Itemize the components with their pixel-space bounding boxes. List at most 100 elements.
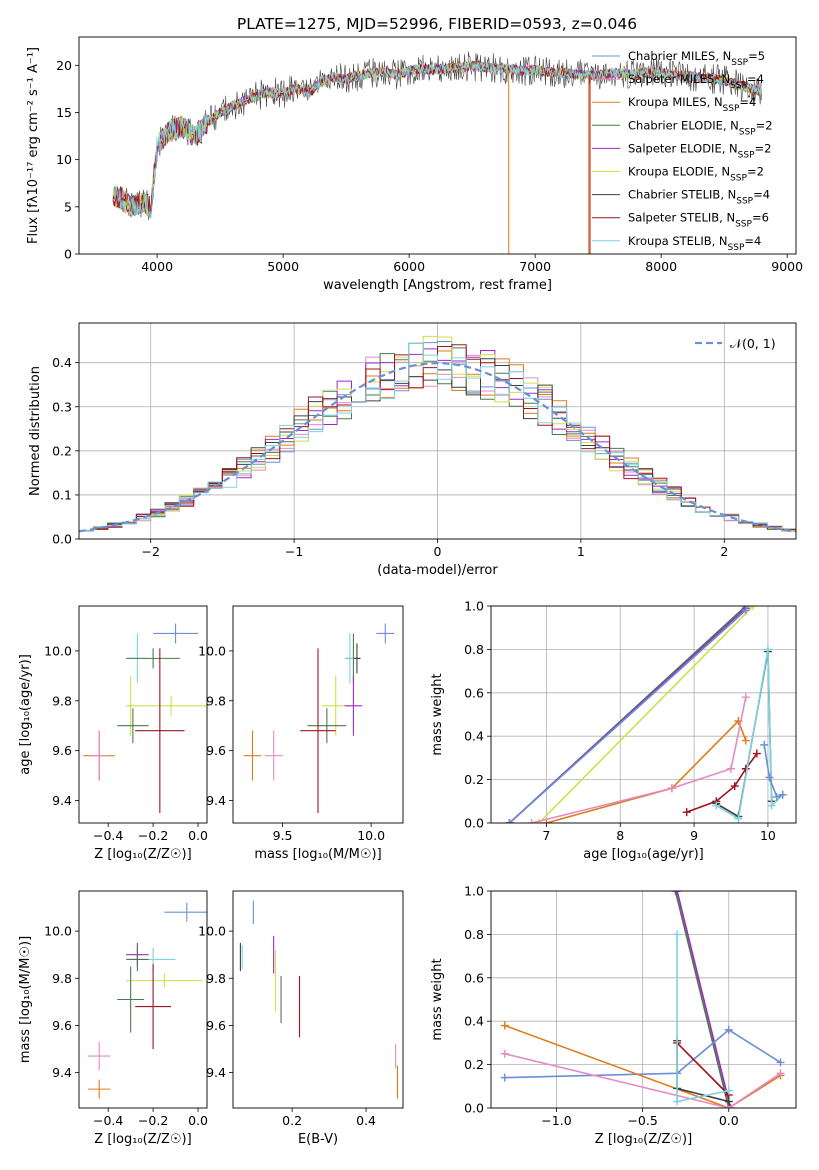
x-tick-label: 0.0 xyxy=(188,828,208,843)
x-tick-label: 0 xyxy=(434,544,442,559)
y-tick-label: 0.2 xyxy=(464,1057,484,1072)
panel-weight-vs-Z: −1.0 −0.5 0.0 0.0 0.2 0.4 0.6 0.8 1.0 Z [log₁₀(Z/… xyxy=(430,884,797,1147)
panel-mass-vs-Z: −0.4 −0.2 0.0 9.4 9.6 9.8 10.0 Z [log₁₀(Z/Z☉)] m… xyxy=(18,890,208,1147)
x-axis-label: (data-model)/error xyxy=(377,563,498,578)
x-tick-label: −2 xyxy=(141,544,159,559)
y-tick-label: 10.0 xyxy=(44,924,72,939)
x-tick-label: 0.0 xyxy=(719,1113,739,1128)
y-tick-label: 0.8 xyxy=(464,642,484,657)
legend-entry: Chabrier ELODIE, NSSP=2 xyxy=(628,118,773,137)
x-tick-label: 7000 xyxy=(519,259,551,274)
x-tick-label: −1.0 xyxy=(541,1113,571,1128)
weight-point-marker xyxy=(527,819,536,823)
x-tick-label: 2 xyxy=(720,544,728,559)
y-tick-label: 0.4 xyxy=(52,355,72,370)
x-axis-label: Z [log₁₀(Z/Z☉)] xyxy=(595,1132,692,1147)
y-tick-label: 0.4 xyxy=(464,729,484,744)
legend-entry: Salpeter STELIB, NSSP=6 xyxy=(628,211,769,230)
plot-area-age-vs-Z xyxy=(83,623,207,814)
x-axis-label: age [log₁₀(age/yr)] xyxy=(583,847,704,862)
axes-frame xyxy=(78,605,208,824)
axes-frame xyxy=(490,605,797,824)
weight-point-marker xyxy=(765,773,774,782)
weight-point-marker xyxy=(734,814,743,823)
weight-point-marker xyxy=(724,1086,733,1095)
weight-point-marker xyxy=(671,891,680,895)
weight-point-marker xyxy=(505,819,514,823)
plot-area-spectrum xyxy=(112,51,763,254)
x-tick-label: 9 xyxy=(690,828,698,843)
weight-series-line xyxy=(538,606,754,823)
x-tick-label: 5000 xyxy=(267,259,299,274)
x-tick-label: 0.2 xyxy=(282,1113,302,1128)
plot-area-age-vs-mass xyxy=(243,623,395,814)
weight-point-marker xyxy=(673,930,682,939)
y-tick-label: 0.0 xyxy=(464,816,484,831)
legend-entry: Kroupa ELODIE, NSSP=2 xyxy=(628,165,764,184)
x-axis-label: Z [log₁₀(Z/Z☉)] xyxy=(94,1132,191,1147)
weight-point-marker xyxy=(741,736,750,745)
weight-point-marker xyxy=(673,891,682,895)
axes-frame xyxy=(78,322,797,540)
y-tick-label: 10.0 xyxy=(198,643,226,658)
y-tick-label: 9.4 xyxy=(206,1065,226,1080)
legend-entry: Kroupa STELIB, NSSP=4 xyxy=(628,234,761,253)
weight-point-marker xyxy=(535,819,544,823)
weight-series-line xyxy=(676,1042,730,1096)
x-tick-label: 10 xyxy=(760,828,776,843)
legend-entry: 𝒩(0, 1) xyxy=(730,336,776,351)
x-axis-label: Z [log₁₀(Z/Z☉)] xyxy=(94,847,191,862)
weight-point-marker xyxy=(776,1058,785,1067)
x-tick-label: 9.5 xyxy=(273,828,293,843)
y-axis-label: mass [log₁₀(M/M☉)] xyxy=(18,936,33,1063)
weight-point-marker xyxy=(767,801,776,810)
panel-mass-vs-ebv: 0.2 0.4 9.4 9.6 9.8 10.0 E(B-V) xyxy=(198,890,404,1147)
spectrum-series-line xyxy=(112,60,763,217)
y-tick-label: 0 xyxy=(64,247,72,262)
weight-series-line xyxy=(674,891,730,1108)
x-tick-label: −0.4 xyxy=(93,828,123,843)
x-tick-label: 9000 xyxy=(771,259,803,274)
y-axis-label: Normed distribution xyxy=(28,366,43,496)
y-tick-label: 9.8 xyxy=(52,693,72,708)
y-tick-label: 0.4 xyxy=(464,1014,484,1029)
weight-point-marker xyxy=(730,782,739,791)
legend-entry: Kroupa MILES, NSSP=4 xyxy=(628,95,756,114)
y-tick-label: 1.0 xyxy=(464,599,484,614)
weight-point-marker xyxy=(712,801,721,810)
weight-point-marker xyxy=(673,1097,682,1106)
figure-title: PLATE=1275, MJD=52996, FIBERID=0593, z=0… xyxy=(237,15,637,33)
weight-series-line xyxy=(504,1024,781,1108)
weight-point-marker xyxy=(500,1073,509,1082)
y-axis-label: Flux [fλ10⁻¹⁷ erg cm⁻² s⁻¹ A⁻¹] xyxy=(26,47,41,244)
weight-series-line xyxy=(504,1053,781,1108)
y-tick-label: 0.2 xyxy=(52,443,72,458)
plot-area-residuals xyxy=(79,335,796,533)
axes-frame xyxy=(232,605,404,824)
x-tick-label: 0.4 xyxy=(356,1113,376,1128)
y-tick-label: 9.6 xyxy=(206,743,226,758)
gaussian-curve xyxy=(79,361,796,533)
weight-point-marker xyxy=(763,645,772,654)
weight-point-marker xyxy=(724,1025,733,1034)
plot-area-weight-vs-age xyxy=(505,606,787,823)
residual-histogram xyxy=(79,341,796,532)
weight-point-marker xyxy=(542,819,551,823)
x-tick-label: 8 xyxy=(616,828,624,843)
x-axis-label: E(B-V) xyxy=(298,1132,338,1147)
y-tick-label: 0.1 xyxy=(52,487,72,502)
x-tick-label: −0.2 xyxy=(138,1113,168,1128)
y-tick-label: 0.0 xyxy=(52,532,72,547)
x-tick-label: 8000 xyxy=(645,259,677,274)
y-tick-label: 9.6 xyxy=(206,1018,226,1033)
panel-residuals: −2 −1 0 1 2 0.0 0.1 0.2 0.3 0.4 (data-model)/error… xyxy=(28,322,797,578)
panel-spectrum: 4000 5000 6000 7000 8000 9000 0 5 10 15 20 waveleng… xyxy=(26,36,803,293)
axes-frame xyxy=(232,890,404,1109)
weight-point-marker xyxy=(726,1104,735,1108)
spectrum-series-line xyxy=(112,59,763,218)
residual-histogram xyxy=(79,342,796,531)
x-tick-label: 1 xyxy=(577,544,585,559)
x-tick-label: −0.5 xyxy=(627,1113,657,1128)
y-tick-label: 9.6 xyxy=(52,1018,72,1033)
